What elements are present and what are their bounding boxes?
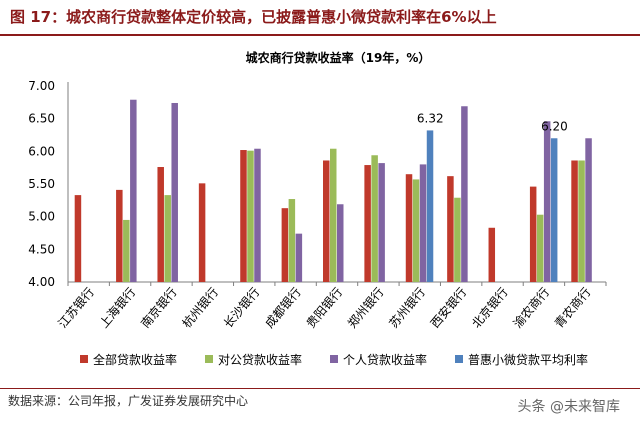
bar-3 [254, 148, 261, 282]
bar-2 [454, 197, 461, 282]
bar-2 [371, 155, 378, 282]
legend-label: 对公贷款收益率 [218, 352, 302, 367]
bar-1 [405, 174, 413, 282]
x-tick-label: 贵阳银行 [304, 285, 346, 331]
bar-2 [536, 214, 544, 282]
x-tick-label: 北京银行 [469, 285, 511, 331]
bar-3 [585, 138, 592, 282]
bar-2 [164, 195, 171, 282]
bar-1 [529, 186, 537, 282]
bar-1 [323, 160, 330, 282]
x-tick-label: 南京银行 [137, 284, 179, 330]
y-tick-label: 5.00 [28, 210, 55, 224]
bar-3 [130, 99, 137, 282]
chart-title: 城农商行贷款收益率（19年，%） [246, 50, 431, 65]
x-tick-label: 西安银行 [427, 284, 469, 330]
bar-3 [171, 102, 178, 282]
legend-label: 普惠小微贷款平均利率 [468, 352, 588, 367]
x-tick-label: 郑州银行 [344, 284, 386, 330]
bar-1 [74, 195, 82, 282]
bar-1 [198, 183, 206, 282]
legend-swatch [205, 355, 213, 363]
bar-1 [447, 176, 454, 282]
data-label: 6.32 [417, 111, 444, 125]
bar-2 [123, 219, 130, 282]
data-source-note: 数据来源：公司年报，广发证券发展研究中心 [8, 394, 249, 408]
data-label: 6.20 [541, 119, 568, 133]
bar-3 [378, 163, 385, 282]
x-tick-label: 青农商行 [551, 284, 593, 330]
x-tick-label: 苏州银行 [386, 285, 428, 331]
figure-title: 图 17：城农商行贷款整体定价较高，已披露普惠小微贷款利率在6%以上 [10, 8, 497, 26]
y-tick-label: 7.00 [28, 79, 55, 93]
x-tick-label: 上海银行 [96, 284, 138, 330]
x-tick-label: 长沙银行 [221, 285, 263, 331]
y-tick-label: 4.00 [28, 275, 55, 289]
title-divider [0, 34, 640, 36]
legend-label: 个人贷款收益率 [343, 352, 427, 367]
legend-label: 全部贷款收益率 [93, 352, 177, 367]
bar-1 [571, 160, 578, 282]
legend-swatch [330, 355, 338, 363]
x-tick-label: 成都银行 [262, 285, 304, 331]
bar-2 [412, 179, 420, 282]
y-tick-label: 4.50 [28, 242, 55, 256]
y-tick-label: 5.50 [28, 177, 55, 191]
bar-4 [426, 130, 434, 282]
x-tick-label: 江苏银行 [55, 285, 97, 331]
y-tick-label: 6.50 [28, 112, 55, 126]
watermark: 头条 @未来智库 [517, 399, 620, 415]
legend-swatch [455, 355, 463, 363]
x-tick-label: 杭州银行 [179, 284, 221, 330]
bar-2 [578, 160, 585, 282]
bar-3 [461, 106, 468, 283]
y-tick-label: 6.00 [28, 144, 55, 158]
bar-1 [488, 227, 496, 282]
bar-3 [419, 164, 427, 282]
bar-1 [240, 150, 247, 282]
bar-1 [116, 189, 123, 282]
bar-2 [247, 150, 254, 282]
bar-1 [281, 208, 289, 282]
source-divider [0, 388, 640, 389]
bar-2 [288, 199, 296, 282]
bar-2 [330, 148, 337, 282]
figure-header: 图 17：城农商行贷款整体定价较高，已披露普惠小微贷款利率在6%以上 [0, 0, 640, 30]
bar-3 [337, 204, 344, 282]
bar-3 [295, 233, 303, 282]
x-tick-label: 渝农商行 [510, 284, 552, 330]
legend-swatch [80, 355, 88, 363]
bar-3 [543, 121, 551, 282]
bar-1 [364, 165, 371, 282]
bar-1 [157, 167, 164, 282]
bar-4 [550, 138, 558, 282]
